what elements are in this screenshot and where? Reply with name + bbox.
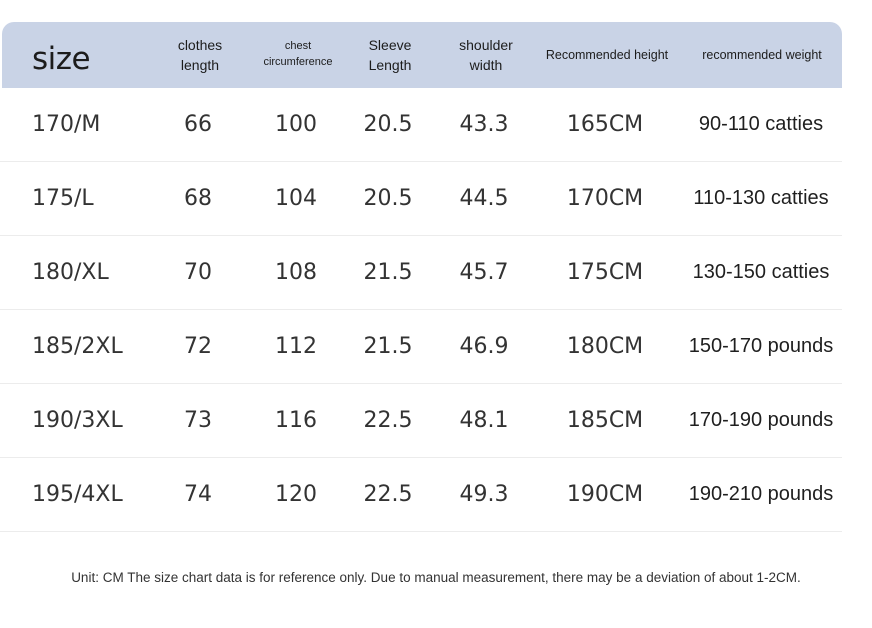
cell-shoulder: 49.3 bbox=[459, 482, 509, 507]
cell-sleeve: 21.5 bbox=[363, 260, 413, 285]
cell-size: 175/L bbox=[32, 186, 94, 211]
cell-clothes-length: 70 bbox=[184, 260, 212, 285]
cell-height: 165CM bbox=[566, 112, 644, 137]
table-row: 190/3XL 73 116 22.5 48.1 185CM 170-190 p… bbox=[0, 384, 842, 458]
cell-size: 185/2XL bbox=[32, 334, 123, 359]
cell-sleeve: 22.5 bbox=[363, 408, 413, 433]
cell-chest: 108 bbox=[275, 260, 317, 285]
cell-weight: 190-210 pounds bbox=[688, 483, 834, 505]
cell-size: 195/4XL bbox=[32, 482, 123, 507]
table-row: 175/L 68 104 20.5 44.5 170CM 110-130 cat… bbox=[0, 162, 842, 236]
header-shoulder-width: shoulder width bbox=[446, 22, 526, 88]
cell-size: 180/XL bbox=[32, 260, 109, 285]
cell-shoulder: 45.7 bbox=[459, 260, 509, 285]
header-clothes-length-line2: length bbox=[180, 57, 220, 73]
cell-size: 190/3XL bbox=[32, 408, 123, 433]
cell-size: 170/M bbox=[32, 112, 101, 137]
cell-shoulder: 46.9 bbox=[459, 334, 509, 359]
header-size: size bbox=[32, 40, 91, 77]
cell-weight: 150-170 pounds bbox=[688, 335, 834, 357]
header-sleeve-line1: Sleeve bbox=[368, 36, 412, 53]
cell-height: 185CM bbox=[566, 408, 644, 433]
table-row: 180/XL 70 108 21.5 45.7 175CM 130-150 ca… bbox=[0, 236, 842, 310]
cell-clothes-length: 74 bbox=[184, 482, 212, 507]
header-clothes-length: clothes length bbox=[160, 22, 240, 88]
cell-weight: 130-150 catties bbox=[692, 261, 830, 283]
header-shoulder-line2: width bbox=[469, 57, 503, 73]
cell-height: 180CM bbox=[566, 334, 644, 359]
cell-height: 170CM bbox=[566, 186, 644, 211]
cell-chest: 116 bbox=[275, 408, 317, 433]
cell-shoulder: 44.5 bbox=[459, 186, 509, 211]
cell-shoulder: 48.1 bbox=[459, 408, 509, 433]
header-sleeve-line2: Length bbox=[368, 57, 412, 73]
cell-sleeve: 22.5 bbox=[363, 482, 413, 507]
cell-chest: 100 bbox=[275, 112, 317, 137]
header-shoulder-line1: shoulder bbox=[459, 36, 513, 53]
table-row: 170/M 66 100 20.5 43.3 165CM 90-110 catt… bbox=[0, 88, 842, 162]
header-clothes-length-line1: clothes bbox=[177, 36, 223, 53]
header-chest-line1: chest bbox=[284, 40, 312, 53]
cell-clothes-length: 68 bbox=[184, 186, 212, 211]
cell-clothes-length: 73 bbox=[184, 408, 212, 433]
cell-weight: 110-130 catties bbox=[693, 187, 829, 209]
cell-sleeve: 20.5 bbox=[363, 112, 413, 137]
cell-weight: 170-190 pounds bbox=[688, 409, 834, 431]
cell-chest: 112 bbox=[275, 334, 317, 359]
table-row: 195/4XL 74 120 22.5 49.3 190CM 190-210 p… bbox=[0, 458, 842, 532]
size-table-body: 170/M 66 100 20.5 43.3 165CM 90-110 catt… bbox=[0, 88, 842, 532]
header-recommended-height: Recommended height bbox=[545, 47, 669, 62]
header-sleeve-length: Sleeve Length bbox=[350, 22, 430, 88]
cell-height: 175CM bbox=[566, 260, 644, 285]
header-recommended-weight: recommended weight bbox=[702, 47, 822, 62]
header-chest-line2: circumference bbox=[263, 56, 333, 68]
cell-sleeve: 21.5 bbox=[363, 334, 413, 359]
table-header: size clothes length chest circumference … bbox=[2, 22, 842, 88]
cell-clothes-length: 72 bbox=[184, 334, 212, 359]
table-row: 185/2XL 72 112 21.5 46.9 180CM 150-170 p… bbox=[0, 310, 842, 384]
cell-chest: 104 bbox=[275, 186, 317, 211]
footnote: Unit: CM The size chart data is for refe… bbox=[71, 570, 801, 585]
cell-height: 190CM bbox=[566, 482, 644, 507]
cell-chest: 120 bbox=[275, 482, 317, 507]
header-chest-circumference: chest circumference bbox=[254, 22, 342, 88]
cell-weight: 90-110 catties bbox=[698, 113, 824, 135]
cell-shoulder: 43.3 bbox=[459, 112, 509, 137]
cell-clothes-length: 66 bbox=[184, 112, 212, 137]
cell-sleeve: 20.5 bbox=[363, 186, 413, 211]
